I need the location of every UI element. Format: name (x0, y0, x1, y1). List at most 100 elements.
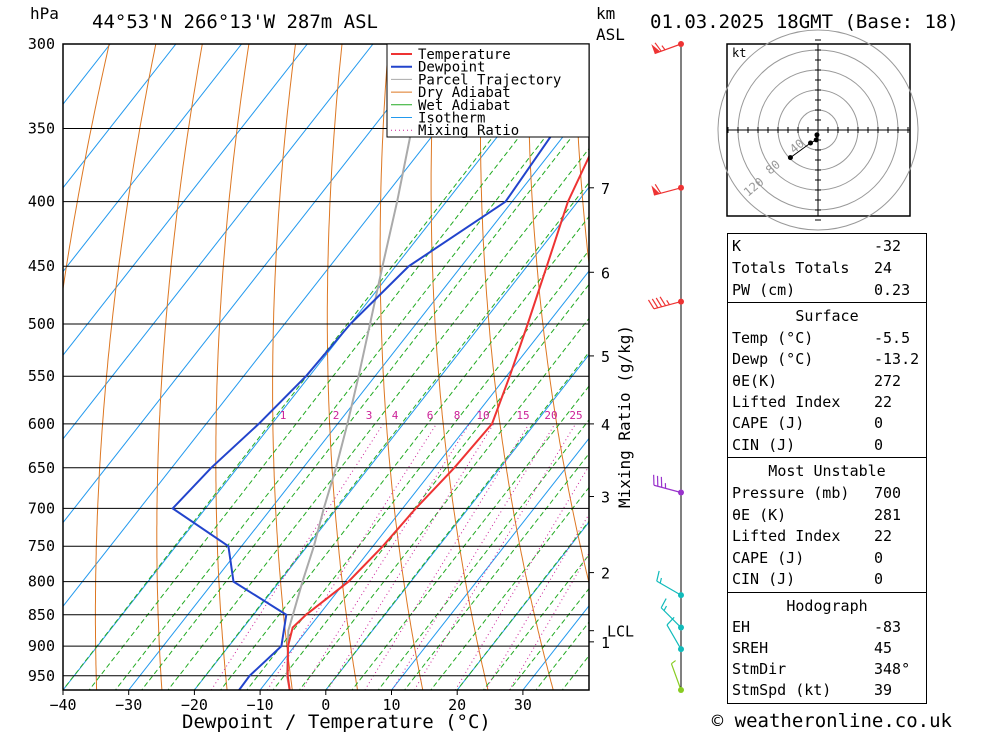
mixing-ratio-line (327, 423, 494, 690)
index-row-k: K -32 (732, 237, 902, 255)
mu-pressure: Pressure (mb) 700 (732, 484, 902, 502)
height-unit-km: km (596, 4, 615, 23)
km-tick-label: 7 (601, 180, 610, 198)
wind-barb-flag (666, 616, 675, 626)
wet-adiabat-line (456, 520, 589, 690)
hodo-stmdir: StmDir 348° (732, 660, 911, 678)
mixing-ratio-label: 8 (454, 409, 461, 422)
mixing-ratio-line (266, 423, 437, 690)
hodograph-point (808, 140, 813, 146)
wet-adiabat-line (246, 249, 589, 690)
most-unstable-title: Most Unstable (768, 462, 886, 480)
profile-parcel-trajectory (285, 44, 434, 690)
dry-adiabat-line (574, 44, 589, 268)
legend-label: Wet Adiabat (418, 98, 511, 114)
wet-adiabat-line (141, 113, 589, 690)
wind-barb (660, 598, 684, 631)
legend-label: Dewpoint (418, 60, 485, 76)
temperature-tick-label: 10 (382, 696, 400, 714)
index-row-totals: Totals Totals 24 (732, 259, 893, 277)
pressure-tick-label: 700 (28, 499, 55, 517)
wet-adiabat-line (114, 80, 589, 690)
lcl-label: LCL (607, 623, 634, 641)
isotherm-line (63, 44, 177, 189)
wind-barb-flag (655, 297, 663, 308)
dry-adiabat-line (94, 44, 157, 690)
mixing-ratio-line (454, 465, 589, 690)
wind-barb-flag (656, 570, 660, 582)
wet-adiabat-line (219, 215, 589, 690)
pressure-tick-label: 650 (28, 459, 55, 477)
temperature-tick-label: 20 (448, 696, 466, 714)
surface-dewp: Dewp (°C) -13.2 (732, 350, 920, 368)
wind-barb-pennant (651, 185, 660, 196)
wet-adiabat-line (403, 452, 589, 690)
surface-panel: Surface Temp (°C) -5.5 Dewp (°C) -13.2 θE(… (727, 302, 927, 458)
legend-label: Dry Adiabat (418, 85, 511, 101)
wind-barb-staff (670, 663, 682, 691)
wind-barb-flag (654, 42, 662, 52)
pressure-tick-label: 600 (28, 415, 55, 433)
x-axis-title: Dewpoint / Temperature (°C) (182, 711, 491, 733)
dry-adiabat-line (326, 44, 358, 690)
mixing-ratio-label: 20 (544, 409, 557, 422)
mixing-ratio-axis-title: Mixing Ratio (g/kg) (615, 325, 634, 508)
wet-adiabat-line (430, 486, 589, 690)
temperature-tick-label: −30 (115, 696, 142, 714)
dry-adiabat-line (990, 25, 1000, 690)
dry-adiabat-line (379, 44, 424, 690)
wind-barb (656, 570, 684, 599)
mixing-ratio-line (413, 423, 577, 690)
pressure-unit-label: hPa (30, 4, 59, 23)
wind-barb-staff (660, 607, 682, 628)
pressure-tick-label: 450 (28, 257, 55, 275)
mu-cin: CIN (J) 0 (732, 570, 884, 588)
wind-barb (670, 660, 684, 693)
isotherm-line (63, 44, 111, 105)
mu-lifted-index: Lifted Index 22 (732, 527, 893, 545)
mixing-ratio-label: 2 (333, 409, 340, 422)
wet-adiabat-line (535, 621, 589, 690)
wind-barb-half-flag (666, 299, 670, 306)
hodograph-title: Hodograph (786, 597, 868, 615)
km-tick-label: 4 (601, 416, 610, 434)
wind-barb (653, 474, 684, 496)
pressure-tick-label: 750 (28, 537, 55, 555)
wind-barb-half-flag (661, 45, 666, 51)
dry-adiabat-line (944, 25, 1000, 690)
dry-adiabat-line (63, 44, 110, 293)
copyright-link[interactable]: © weatheronline.co.uk (711, 710, 952, 732)
hodo-eh: EH -83 (732, 618, 902, 636)
dry-adiabat-line (527, 44, 589, 585)
isotherm-line (325, 353, 589, 690)
pressure-tick-label: 850 (28, 606, 55, 624)
temperature-tick-label: 30 (514, 696, 532, 714)
isotherm-line (194, 186, 589, 690)
indices-panel: K -32 Totals Totals 24 PW (cm) 0.23 (727, 233, 927, 303)
index-row-pw: PW (cm) 0.23 (732, 281, 911, 299)
mixing-ratio-label: 25 (569, 409, 582, 422)
wind-barb-flag (659, 296, 667, 307)
mixing-ratio-label: 10 (476, 409, 489, 422)
mixing-ratio-label: 1 (280, 409, 287, 422)
wet-adiabat-line (482, 554, 589, 690)
wind-barb-half-flag (671, 660, 676, 665)
mixing-ratio-label: 4 (392, 409, 399, 422)
hodograph-ring (717, 29, 919, 231)
isotherm-line (63, 44, 243, 273)
temperature-tick-label: −40 (49, 696, 76, 714)
hodograph-point (814, 132, 820, 138)
height-unit-asl: ASL (596, 25, 625, 44)
mixing-ratio-line (301, 423, 470, 690)
wind-barb-flag (660, 598, 667, 609)
mu-thetae: θE (K) 281 (732, 506, 902, 524)
most-unstable-panel: Most Unstable Pressure (mb) 700 θE (K) 281… (727, 457, 927, 593)
wind-barb-flag (651, 298, 659, 309)
wind-barb-flag (647, 299, 655, 310)
pressure-tick-label: 900 (28, 637, 55, 655)
pressure-tick-label: 950 (28, 667, 55, 685)
mixing-ratio-label: 15 (516, 409, 529, 422)
